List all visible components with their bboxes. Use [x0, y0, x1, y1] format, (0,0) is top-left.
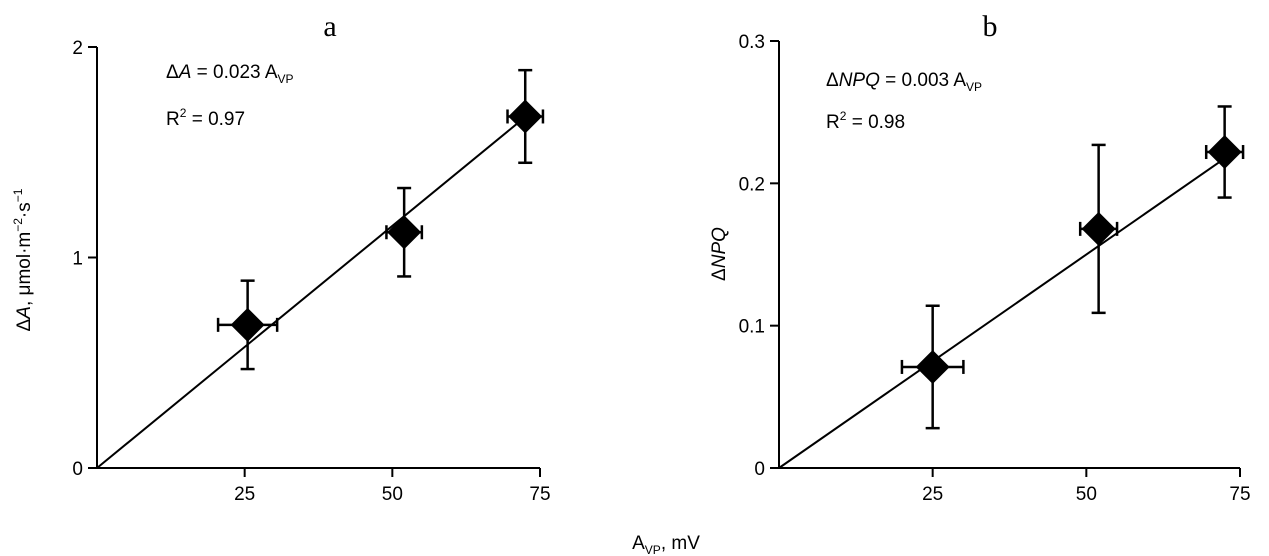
x-axis-label: AVP, mV — [632, 533, 700, 556]
panel-a-y-tick-label: 1 — [72, 249, 83, 270]
panel-b: b ΔNPQ = 0.003 AVP R2 = 0.98 ΔNPQ 0 0.1 0.… — [709, 10, 1251, 505]
panel-b-data-point — [1207, 135, 1242, 170]
panel-b-x-tick-label: 50 — [1076, 484, 1097, 505]
panel-a-x-tick-label: 75 — [529, 484, 550, 505]
panel-b-x-tick-label: 75 — [1229, 484, 1250, 505]
panel-a-x-tick-label: 50 — [382, 484, 403, 505]
panel-b-x-tick-label: 25 — [922, 484, 943, 505]
panel-b-y-tick-label: 0.3 — [739, 32, 765, 53]
panel-a-letter: a — [323, 10, 336, 43]
panel-b-letter: b — [983, 10, 998, 43]
panel-a-fit-line — [96, 113, 529, 469]
panel-b-fit-line — [778, 155, 1229, 469]
panel-a-r2: R2 = 0.97 — [166, 106, 245, 130]
panel-a-data-point — [387, 215, 422, 250]
panel-b-equation: ΔNPQ = 0.003 AVP — [826, 70, 982, 94]
panel-b-y-tick-label: 0 — [754, 459, 765, 480]
panel-b-r2: R2 = 0.98 — [826, 109, 905, 133]
panel-b-y-tick-label: 0.2 — [739, 174, 765, 195]
panel-b-data-point — [915, 349, 950, 384]
panel-b-y-tick-label: 0.1 — [739, 317, 765, 338]
panel-a-x-tick-label: 25 — [234, 484, 255, 505]
panel-a: a ΔA = 0.023 AVP R2 = 0.97 ΔA, μmol·m−2·… — [11, 10, 551, 505]
panel-a-y-tick-label: 0 — [72, 459, 83, 480]
panel-b-y-axis-label: ΔNPQ — [709, 227, 730, 281]
panel-a-data-point — [230, 307, 265, 342]
panel-a-y-tick-label: 2 — [72, 38, 83, 59]
panel-a-y-axis-label: ΔA, μmol·m−2·s−1 — [11, 188, 35, 331]
panel-a-data-point — [508, 99, 543, 134]
panel-a-equation: ΔA = 0.023 AVP — [166, 62, 294, 86]
panel-b-data-point — [1081, 211, 1116, 246]
